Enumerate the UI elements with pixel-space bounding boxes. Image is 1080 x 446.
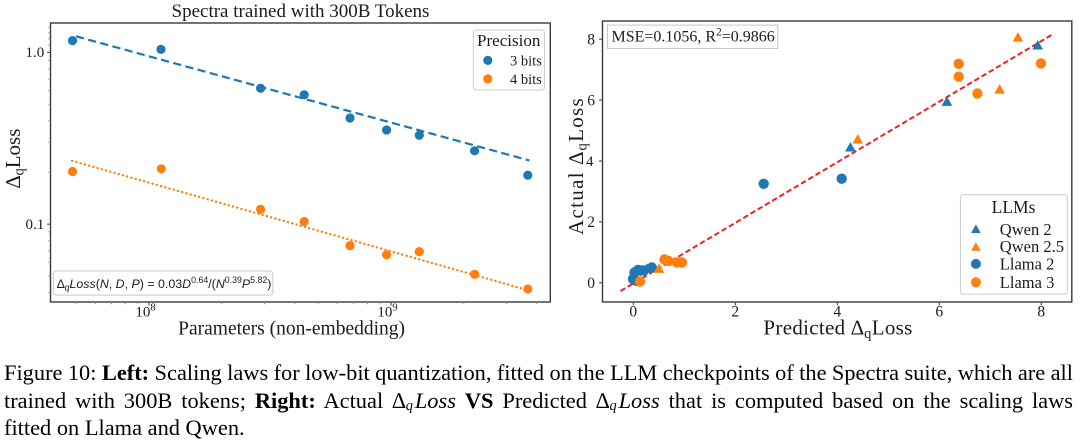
- svg-text:0: 0: [587, 275, 595, 292]
- svg-text:3 bits: 3 bits: [510, 54, 542, 70]
- svg-text:∆qLoss(N, D, P) = 0.03D0.64/(N: ∆qLoss(N, D, P) = 0.03D0.64/(N0.39P5.82): [57, 275, 271, 293]
- svg-text:6: 6: [935, 304, 943, 321]
- svg-text:108: 108: [135, 302, 155, 320]
- svg-text:Precision: Precision: [477, 31, 541, 50]
- svg-text:0.1: 0.1: [26, 217, 45, 233]
- svg-text:Qwen 2.5: Qwen 2.5: [1000, 237, 1064, 256]
- svg-text:∆qLoss: ∆qLoss: [1, 129, 28, 189]
- svg-text:Qwen 2: Qwen 2: [1000, 220, 1052, 239]
- svg-text:LLMs: LLMs: [992, 197, 1036, 217]
- svg-text:4: 4: [833, 304, 841, 321]
- svg-text:8: 8: [1037, 304, 1045, 321]
- svg-text:Predicted ∆qLoss: Predicted ∆qLoss: [763, 315, 912, 342]
- svg-text:4: 4: [586, 154, 594, 170]
- svg-text:Spectra trained with 300B Toke: Spectra trained with 300B Tokens: [172, 1, 430, 22]
- svg-text:2: 2: [587, 214, 595, 231]
- svg-text:8: 8: [587, 31, 595, 48]
- svg-text:Llama 2: Llama 2: [1000, 255, 1055, 274]
- svg-text:6: 6: [587, 92, 595, 109]
- svg-text:Llama 3: Llama 3: [1000, 273, 1055, 292]
- svg-text:1.0: 1.0: [26, 45, 45, 61]
- svg-text:Parameters (non-embedding): Parameters (non-embedding): [178, 319, 405, 340]
- svg-text:2: 2: [731, 304, 739, 321]
- svg-text:4 bits: 4 bits: [510, 72, 542, 88]
- svg-text:0: 0: [629, 304, 637, 321]
- svg-text:MSE=0.1056, R2=0.9866: MSE=0.1056, R2=0.9866: [612, 26, 775, 45]
- svg-text:Actual ∆qLoss: Actual ∆qLoss: [564, 97, 591, 235]
